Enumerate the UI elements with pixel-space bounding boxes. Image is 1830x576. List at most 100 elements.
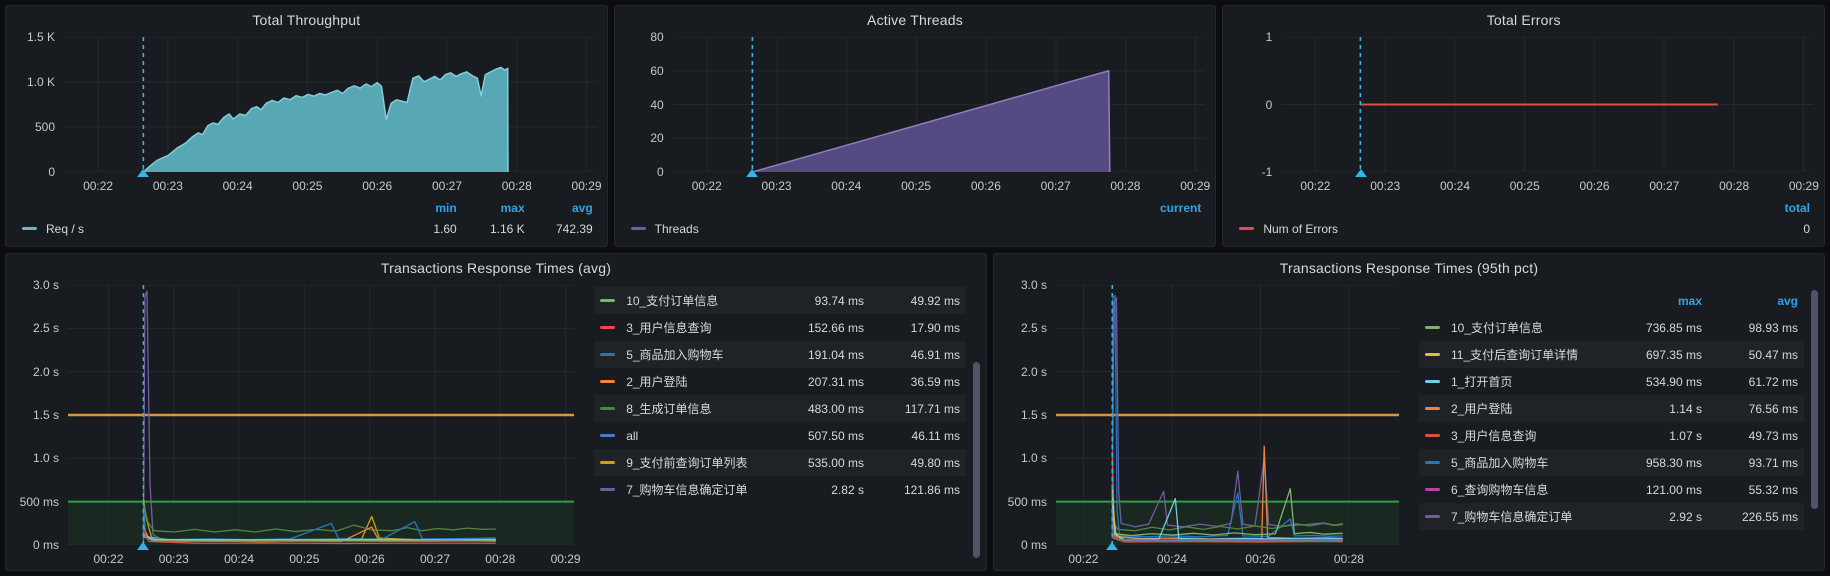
- legend-series-name[interactable]: Threads: [654, 221, 699, 236]
- legend-series-value: 0: [1803, 221, 1811, 236]
- y-axis-label: 500 ms: [19, 494, 59, 509]
- y-axis-label: 1: [1265, 30, 1273, 44]
- series-line: [143, 503, 495, 532]
- legend-series-row: 7_购物车信息确定订单 2.82 s 121.86 ms: [594, 476, 966, 503]
- legend-scrollbar-thumb[interactable]: [1811, 289, 1818, 510]
- panel-response-times-95pct: Transactions Response Times (95th pct) 3…: [993, 253, 1825, 571]
- legend-scrollbar-thumb[interactable]: [973, 361, 980, 559]
- plot-canvas[interactable]: [64, 37, 597, 172]
- legend-series-name[interactable]: Num of Errors: [1263, 221, 1339, 236]
- series-color-dash-cell: [600, 299, 626, 302]
- legend-series-row: Threads: [630, 218, 1202, 239]
- legend-series-name[interactable]: Req / s: [46, 221, 85, 236]
- annotation-marker-icon[interactable]: [1106, 542, 1119, 550]
- legend-series-name-cell[interactable]: 7_购物车信息确定订单: [1451, 508, 1584, 525]
- legend-series-name[interactable]: 11_支付后查询订单详情: [1451, 348, 1579, 362]
- legend-series-row: 6_查询购物车信息 121.00 ms 55.32 ms: [1419, 476, 1804, 503]
- annotation-marker-icon[interactable]: [746, 169, 759, 177]
- legend-series-value: 2.82 s: [831, 482, 864, 497]
- legend-series-name[interactable]: 10_支付订单信息: [626, 294, 719, 308]
- series-line: [752, 71, 1109, 172]
- legend-series-name-cell[interactable]: 7_购物车信息确定订单: [626, 481, 752, 498]
- x-axis-label: 00:24: [1439, 179, 1470, 193]
- legend-series-name-cell[interactable]: 5_商品加入购物车: [1451, 454, 1584, 471]
- legend-series-name-cell[interactable]: 11_支付后查询订单详情: [1451, 346, 1584, 363]
- legend-series-value: 98.93 ms: [1748, 320, 1798, 335]
- x-axis-label: 00:28: [1333, 552, 1364, 566]
- plot-canvas[interactable]: [68, 285, 575, 545]
- legend-series-name-cell[interactable]: 10_支付订单信息: [1451, 319, 1584, 336]
- legend-header-avg[interactable]: avg: [571, 200, 593, 215]
- legend-series-name[interactable]: 2_用户登陆: [626, 375, 688, 389]
- y-axis-label: 1.0 s: [32, 451, 59, 466]
- legend-series-name-cell[interactable]: Threads: [630, 221, 1134, 236]
- legend-header-min[interactable]: min: [435, 200, 457, 215]
- legend-header-current[interactable]: current: [1160, 200, 1202, 215]
- panel-title[interactable]: Transactions Response Times (avg): [380, 259, 612, 276]
- legend-series-row: 9_支付前查询订单列表 535.00 ms 49.80 ms: [594, 449, 966, 476]
- y-axis-label: 0: [48, 165, 55, 179]
- y-axis-label: 500 ms: [1007, 494, 1047, 509]
- legend-series-name[interactable]: 3_用户信息查询: [626, 321, 712, 335]
- legend-header-max[interactable]: max: [500, 200, 525, 215]
- legend-series-name[interactable]: 6_查询购物车信息: [1451, 483, 1549, 497]
- legend-series-name-cell[interactable]: 9_支付前查询订单列表: [626, 454, 752, 471]
- panel-title[interactable]: Active Threads: [867, 11, 963, 28]
- legend-header-row: min max avg: [22, 197, 593, 218]
- legend-series-name-cell[interactable]: 1_打开首页: [1451, 373, 1584, 390]
- legend-series-name-cell[interactable]: 2_用户登陆: [1451, 400, 1584, 417]
- response-95pct-chart[interactable]: 3.0 s 2.5 s 2.0 s 1.5 s 1.0 s 500 ms 0 ms 00:22…: [994, 278, 1409, 570]
- legend-series-name[interactable]: 1_打开首页: [1451, 375, 1513, 389]
- legend-series-name-cell[interactable]: 3_用户信息查询: [626, 319, 752, 336]
- series-color-dash-icon: [600, 380, 616, 383]
- legend-series-name-cell[interactable]: 3_用户信息查询: [1451, 427, 1584, 444]
- plot-canvas[interactable]: [1056, 285, 1399, 545]
- plot-canvas[interactable]: [673, 37, 1206, 172]
- legend-series-name[interactable]: all: [626, 428, 639, 443]
- response-avg-chart[interactable]: 3.0 s 2.5 s 2.0 s 1.5 s 1.0 s 500 ms 0 ms 00:22…: [6, 278, 584, 570]
- legend-header-max[interactable]: max: [1677, 293, 1702, 308]
- legend-series-name-cell[interactable]: Num of Errors: [1239, 222, 1742, 236]
- legend-series-name[interactable]: 7_购物车信息确定订单: [1451, 510, 1573, 524]
- y-axis-label: 0: [1265, 97, 1273, 112]
- panel-title[interactable]: Total Throughput: [252, 11, 361, 28]
- legend-series-name-cell[interactable]: all: [626, 429, 752, 443]
- throughput-chart[interactable]: 1.5 K 1.0 K 500 0 00:22 00:23 00:24 00:25 00:26 0…: [6, 30, 607, 197]
- legend-series-name[interactable]: 3_用户信息查询: [1451, 429, 1537, 443]
- threads-chart[interactable]: 80 60 40 20 0 00:22 00:23 00:24 00:25 00:26 00:27 0…: [615, 30, 1216, 197]
- legend-series-name[interactable]: 8_生成订单信息: [626, 402, 712, 416]
- x-axis-label: 00:22: [1300, 179, 1331, 193]
- series-color-dash-icon: [600, 326, 616, 329]
- errors-chart[interactable]: 1 0 -1 00:22 00:23 00:24 00:25 00:26 00:27 00:28 0…: [1223, 30, 1824, 197]
- x-axis-label: 00:29: [550, 552, 581, 566]
- legend-series-name[interactable]: 9_支付前查询订单列表: [626, 456, 748, 470]
- legend-series-value: 76.56 ms: [1748, 401, 1798, 416]
- legend-series-name-cell[interactable]: 5_商品加入购物车: [626, 346, 752, 363]
- x-axis-label: 00:27: [419, 552, 450, 566]
- legend-header-avg[interactable]: avg: [1777, 293, 1798, 308]
- legend-series-name-cell[interactable]: 8_生成订单信息: [626, 400, 752, 417]
- series-color-dash-cell: [1425, 407, 1451, 410]
- panel-title[interactable]: Total Errors: [1486, 11, 1561, 28]
- legend-series-name-cell[interactable]: Req / s: [22, 222, 389, 236]
- annotation-marker-icon[interactable]: [137, 542, 150, 550]
- legend-series-name[interactable]: 5_商品加入购物车: [1451, 456, 1549, 470]
- legend-header-total[interactable]: total: [1784, 200, 1811, 215]
- series-color-dash-cell: [600, 434, 626, 437]
- panel-title[interactable]: Transactions Response Times (95th pct): [1279, 259, 1539, 276]
- plot-canvas[interactable]: [1281, 37, 1814, 172]
- annotation-marker-icon[interactable]: [1354, 169, 1367, 177]
- legend-series-name-cell[interactable]: 10_支付订单信息: [626, 292, 752, 309]
- legend-series-name[interactable]: 5_商品加入购物车: [626, 348, 724, 362]
- y-axis-label: 2.5 s: [32, 321, 59, 336]
- annotation-marker-icon[interactable]: [137, 169, 150, 177]
- series-color-dash-icon: [600, 461, 616, 464]
- legend-series-name-cell[interactable]: 6_查询购物车信息: [1451, 481, 1584, 498]
- y-axis-label: 2.0 s: [32, 364, 59, 379]
- legend-series-name[interactable]: 10_支付订单信息: [1451, 321, 1544, 335]
- legend-series-name-cell[interactable]: 2_用户登陆: [626, 373, 752, 390]
- x-axis-label: 00:28: [485, 552, 516, 566]
- legend-series-name[interactable]: 7_购物车信息确定订单: [626, 483, 748, 497]
- panel-total-errors: Total Errors 1 0 -1 00:22 00:23 00:24 00:25 00:…: [1222, 5, 1826, 247]
- legend-series-name[interactable]: 2_用户登陆: [1451, 402, 1513, 416]
